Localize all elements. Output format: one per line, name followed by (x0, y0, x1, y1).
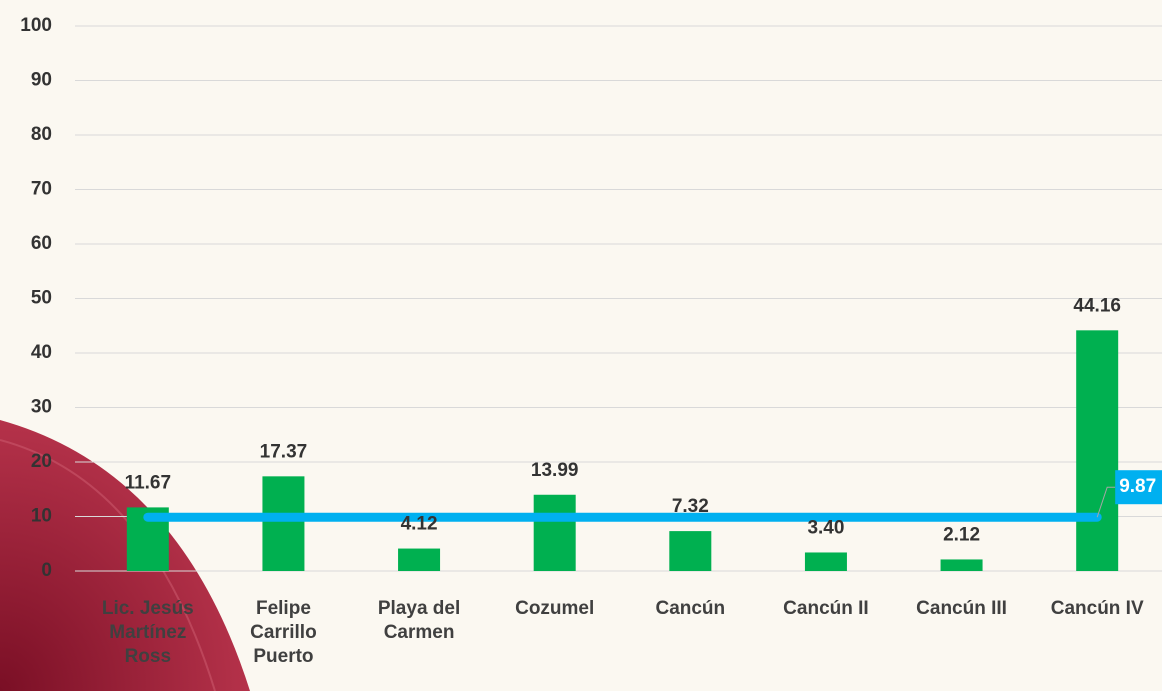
value-label: 13.99 (531, 460, 579, 481)
y-tick-label: 20 (31, 451, 52, 472)
value-label: 44.16 (1073, 295, 1121, 316)
bar (534, 495, 576, 571)
y-tick-label: 10 (31, 506, 52, 527)
x-tick-label: Felipe Carrillo Puerto (223, 597, 343, 669)
chart-page: 0 10 20 30 40 50 60 70 80 90 100 9.87 11.67 17.37 4.12… (0, 0, 1162, 691)
average-label: 9.87 (1119, 476, 1156, 497)
value-label: 2.12 (943, 524, 980, 545)
bar (1076, 330, 1118, 571)
x-tick-label: Cancún IV (1037, 597, 1157, 621)
y-tick-label: 40 (31, 342, 52, 363)
x-tick-label: Cancún (630, 597, 750, 621)
value-label: 17.37 (260, 441, 308, 462)
x-tick-label: Cancún II (766, 597, 886, 621)
value-label: 11.67 (125, 472, 172, 493)
value-label: 3.40 (807, 517, 844, 538)
chart: 0 10 20 30 40 50 60 70 80 90 100 9.87 11.67 17.37 4.12… (0, 0, 1162, 691)
y-tick-label: 90 (31, 70, 52, 91)
y-tick-label: 100 (20, 15, 52, 36)
bar (669, 531, 711, 571)
y-tick-label: 0 (41, 560, 52, 581)
bar (398, 549, 440, 571)
y-tick-label: 60 (31, 233, 52, 254)
bar (262, 476, 304, 571)
x-tick-label: Playa del Carmen (359, 597, 479, 645)
x-tick-label: Cancún III (902, 597, 1022, 621)
y-tick-label: 50 (31, 288, 52, 309)
value-label: 4.12 (401, 514, 438, 535)
x-tick-label: Lic. Jesús Martínez Ross (88, 597, 208, 669)
x-tick-label: Cozumel (495, 597, 615, 621)
bar (941, 559, 983, 571)
bar (805, 552, 847, 571)
y-tick-label: 80 (31, 124, 52, 145)
y-tick-label: 70 (31, 179, 52, 200)
value-label: 7.32 (672, 496, 709, 517)
y-tick-label: 30 (31, 397, 52, 418)
